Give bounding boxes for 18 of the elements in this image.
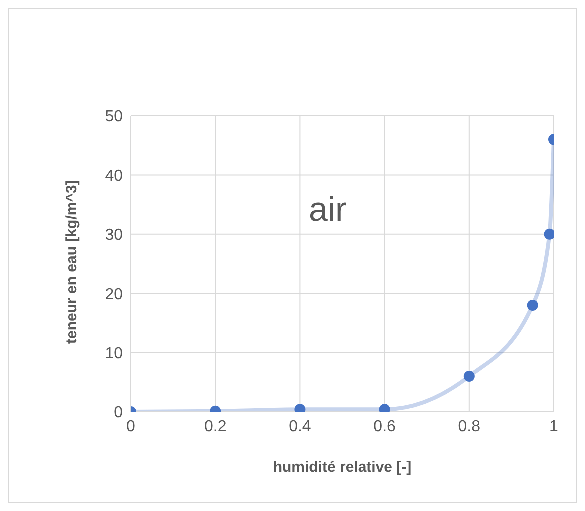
y-tick-label: 20 <box>105 286 124 304</box>
annotation: air <box>309 191 347 230</box>
x-tick-label: 0.8 <box>458 418 481 436</box>
point <box>527 300 538 311</box>
x-tick-label: 0 <box>126 418 136 436</box>
y-axis-title: teneur en eau [kg/m^3] <box>63 180 80 344</box>
x-tick-label: 1 <box>550 418 559 436</box>
x-tick-label: 0.4 <box>289 418 312 436</box>
y-tick-label: 50 <box>105 108 124 126</box>
point <box>544 228 554 240</box>
x-tick-label: 0.6 <box>374 418 396 436</box>
y-tick-label: 10 <box>105 345 124 362</box>
y-tick-label: 30 <box>105 227 124 244</box>
point <box>464 370 475 382</box>
x-axis-title: humidité relative [-] <box>273 459 412 476</box>
y-tick-label: 40 <box>105 168 124 185</box>
y-tick-label: 0 <box>114 404 124 422</box>
x-tick-label: 0.2 <box>204 418 227 436</box>
